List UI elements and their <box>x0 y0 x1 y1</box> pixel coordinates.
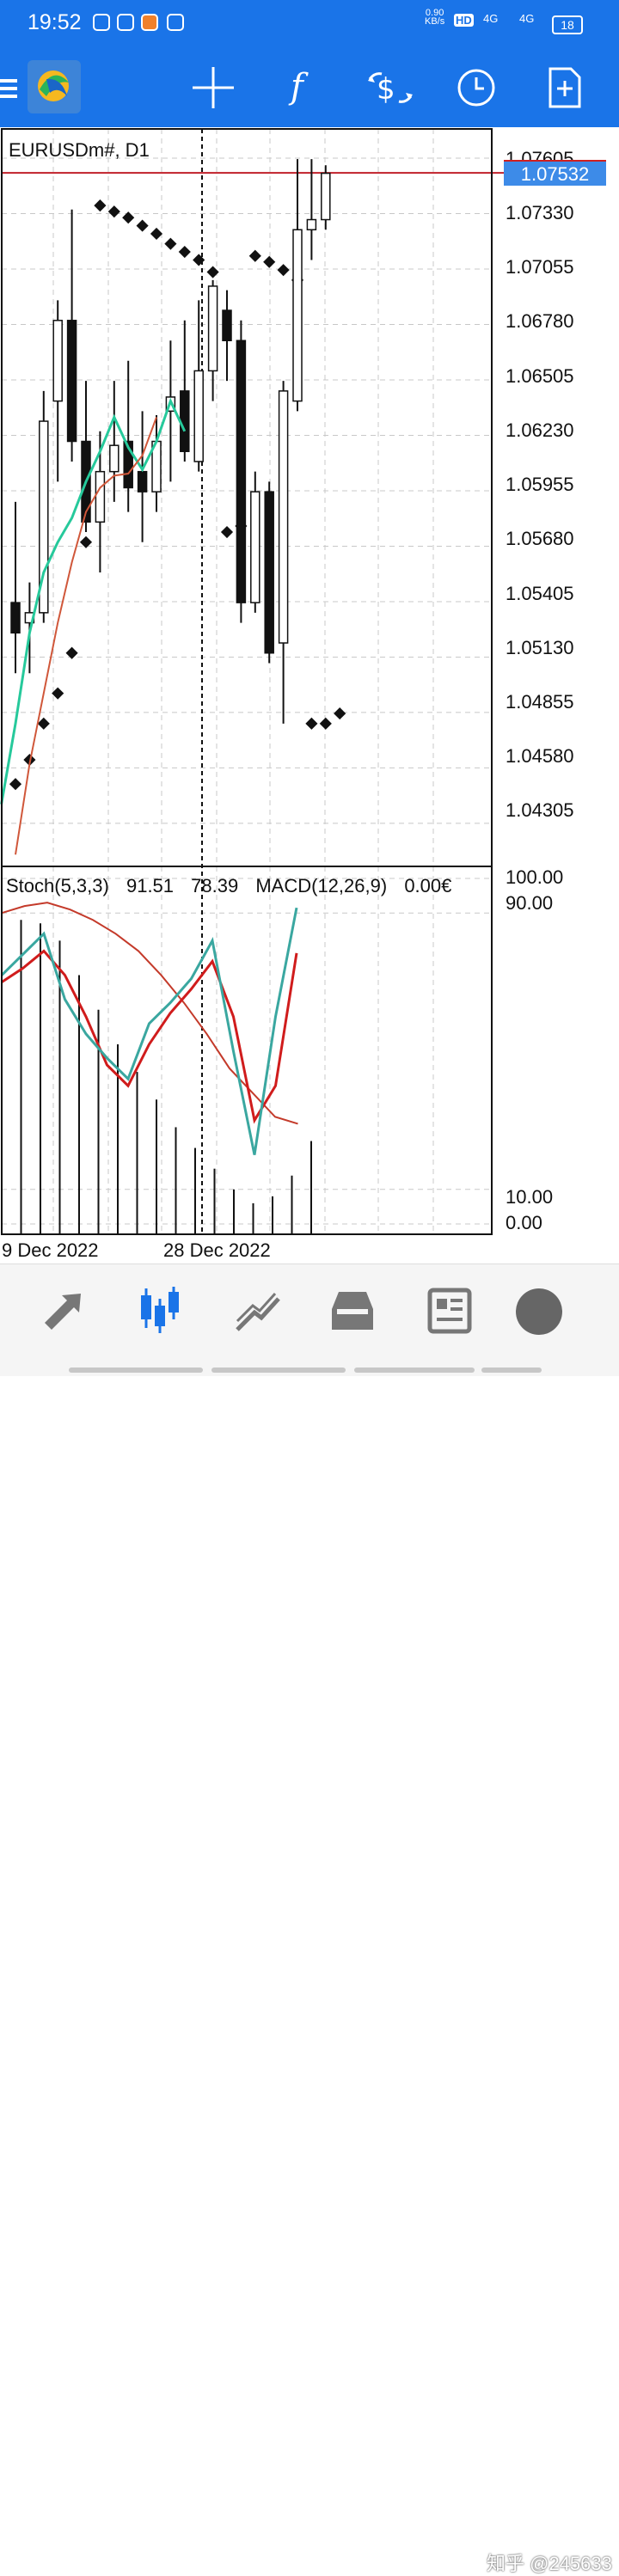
candle-bull <box>307 220 316 230</box>
sar-dot <box>305 718 317 730</box>
candle-bear <box>265 492 273 653</box>
oscillator <box>2 903 311 1234</box>
oscillator-level-label: 0.00 <box>506 1212 542 1234</box>
home-indicator <box>481 1368 542 1373</box>
price-axis-label: 1.07055 <box>506 256 574 278</box>
signal-icon: 4G <box>519 12 534 25</box>
symbol-label: EURUSDm#, D1 <box>9 139 150 162</box>
objects-icon[interactable]: $ <box>365 62 416 113</box>
candle-bull <box>194 370 203 462</box>
chart-border <box>2 129 492 1234</box>
stochastic-main-line <box>2 908 297 1154</box>
toolbar: f $ <box>0 48 619 127</box>
status-time: 19:52 <box>28 10 82 35</box>
sar-dot <box>221 526 233 538</box>
price-axis-label: 1.06230 <box>506 419 574 442</box>
candle-bull <box>110 445 119 471</box>
net-speed: 0.90 KB/s <box>425 9 444 26</box>
home-indicator <box>69 1368 203 1373</box>
current-price-label: 1.07532 <box>504 160 606 186</box>
sar-dot <box>137 219 149 231</box>
price-axis-label: 1.06780 <box>506 310 574 333</box>
new-chart-icon[interactable] <box>538 62 590 113</box>
oscillator-label: Stoch(5,3,3) 91.51 78.39 MACD(12,26,9) 0… <box>6 875 463 897</box>
sar-dot <box>9 778 21 790</box>
sar-dot <box>179 246 191 258</box>
app-notification-icon <box>167 14 184 31</box>
history-icon[interactable] <box>325 1283 380 1338</box>
price-axis-label: 1.04305 <box>506 799 574 822</box>
candle-bull <box>279 391 288 643</box>
price-axis-label: 1.07330 <box>506 202 574 224</box>
bottom-navigation: 知乎 @245633 <box>0 1264 619 1376</box>
period-icon[interactable] <box>450 62 502 113</box>
sar-dot <box>66 647 78 659</box>
candle-bear <box>181 391 189 451</box>
sar-dot <box>122 211 134 223</box>
app-notification-icon <box>117 14 134 31</box>
chart-area[interactable]: EURUSDm#, D1 Stoch(5,3,3) 91.51 78.39 MA… <box>0 127 619 1264</box>
hd-icon: HD <box>454 14 474 27</box>
home-indicator <box>354 1368 475 1373</box>
price-axis-label: 1.04580 <box>506 745 574 768</box>
price-axis-label: 1.04855 <box>506 691 574 713</box>
price-axis-label: 1.05405 <box>506 583 574 605</box>
crosshair-icon[interactable] <box>187 62 239 113</box>
settings-icon[interactable] <box>516 1288 562 1335</box>
sar-dot <box>150 228 162 240</box>
home-indicator <box>211 1368 346 1373</box>
signal-icon: 4G <box>483 12 498 25</box>
oscillator-level-label: 90.00 <box>506 892 553 915</box>
candle-bear <box>68 321 77 442</box>
sar-dot <box>193 254 205 266</box>
oscillator-level-label: 10.00 <box>506 1186 553 1208</box>
candle-bull <box>322 174 330 220</box>
sar-dot <box>38 718 50 730</box>
battery-icon: 18 <box>552 15 583 34</box>
candle-bull <box>293 229 302 401</box>
sar-dot <box>249 250 261 262</box>
svg-text:$: $ <box>377 72 395 107</box>
sar-dot <box>334 707 346 719</box>
macd-signal-line <box>2 903 298 1123</box>
stochastic-signal-line <box>2 951 297 1120</box>
sar-dot <box>278 264 290 276</box>
svg-text:f: f <box>288 67 309 107</box>
candle-bull <box>95 472 104 523</box>
candle-bear <box>223 310 231 340</box>
menu-icon[interactable] <box>0 62 21 113</box>
sar-dot <box>108 205 120 217</box>
candle-bear <box>11 603 20 633</box>
candle-bull <box>53 321 62 401</box>
sar-dot <box>94 199 106 211</box>
candle-bull <box>251 492 260 603</box>
quotes-icon[interactable] <box>38 1283 93 1338</box>
watermark: 知乎 @245633 <box>487 2548 612 2576</box>
price-axis-label: 1.05680 <box>506 528 574 550</box>
candle-bull <box>209 286 218 370</box>
date-label: 28 Dec 2022 <box>163 1239 271 1262</box>
indicators-icon[interactable]: f <box>275 62 327 113</box>
date-label: 9 Dec 2022 <box>2 1239 99 1262</box>
news-icon[interactable] <box>421 1283 476 1338</box>
trade-icon[interactable] <box>230 1283 285 1338</box>
candle-bear <box>138 472 147 492</box>
price-axis-label: 1.06505 <box>506 365 574 388</box>
sar-dot <box>207 266 219 278</box>
oscillator-level-label: 100.00 <box>506 866 563 889</box>
sar-dot <box>164 238 176 250</box>
price-axis-label: 1.05955 <box>506 474 574 496</box>
app-notification-icon <box>141 14 158 31</box>
price-axis-label: 1.05130 <box>506 637 574 659</box>
chart-frame <box>2 129 492 1234</box>
app-notification-icon <box>93 14 110 31</box>
status-bar: 19:52 0.90 KB/s HD 4G 4G 18 <box>0 0 619 48</box>
sar-dot <box>263 256 275 268</box>
candle-bear <box>236 340 245 603</box>
metatrader-logo <box>28 60 81 113</box>
sar-dot <box>320 718 332 730</box>
chart-icon[interactable] <box>132 1283 187 1338</box>
